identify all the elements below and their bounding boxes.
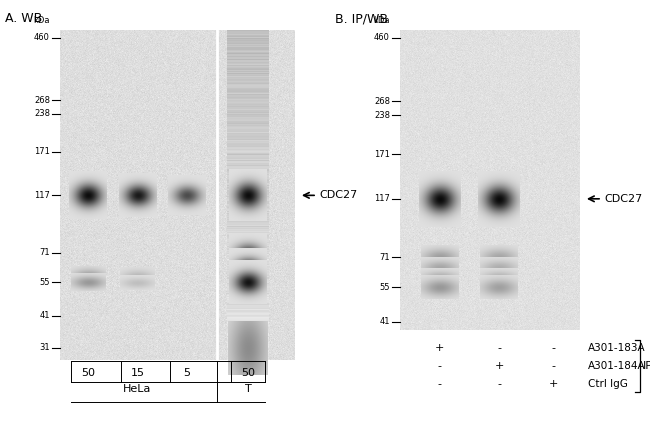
Text: Ctrl IgG: Ctrl IgG (588, 379, 628, 389)
Text: kDa: kDa (34, 16, 50, 25)
Text: 268: 268 (374, 97, 390, 106)
Text: 171: 171 (34, 147, 50, 156)
Text: -: - (437, 361, 441, 371)
Text: 117: 117 (374, 194, 390, 203)
Text: 71: 71 (380, 253, 390, 262)
Text: -: - (497, 379, 501, 389)
Text: IP: IP (643, 361, 650, 371)
Text: -: - (437, 379, 441, 389)
Text: 71: 71 (40, 248, 50, 257)
Text: 50: 50 (81, 368, 95, 378)
Text: B. IP/WB: B. IP/WB (335, 12, 388, 25)
Text: 460: 460 (34, 34, 50, 43)
Text: 460: 460 (374, 34, 390, 43)
Text: 171: 171 (374, 150, 390, 159)
Text: kDa: kDa (374, 16, 390, 25)
Text: 238: 238 (34, 109, 50, 118)
Text: CDC27: CDC27 (319, 190, 358, 200)
Text: -: - (551, 343, 555, 353)
Text: +: + (549, 379, 558, 389)
Text: 117: 117 (34, 191, 50, 200)
Text: A301-183A: A301-183A (588, 343, 645, 353)
Text: 268: 268 (34, 95, 50, 105)
Text: 55: 55 (40, 278, 50, 287)
Text: 41: 41 (40, 311, 50, 320)
Text: 238: 238 (374, 111, 390, 120)
Text: +: + (494, 361, 504, 371)
Text: +: + (435, 343, 445, 353)
Text: 5: 5 (183, 368, 190, 378)
Text: CDC27: CDC27 (604, 194, 642, 204)
Text: 41: 41 (380, 317, 390, 326)
Text: HeLa: HeLa (124, 384, 151, 394)
Text: 31: 31 (40, 343, 50, 352)
Text: -: - (497, 343, 501, 353)
Text: 50: 50 (241, 368, 255, 378)
Text: A301-184A: A301-184A (588, 361, 645, 371)
Text: 15: 15 (131, 368, 144, 378)
Text: A. WB: A. WB (5, 12, 42, 25)
Text: T: T (244, 384, 252, 394)
Text: 55: 55 (380, 283, 390, 292)
Text: -: - (551, 361, 555, 371)
